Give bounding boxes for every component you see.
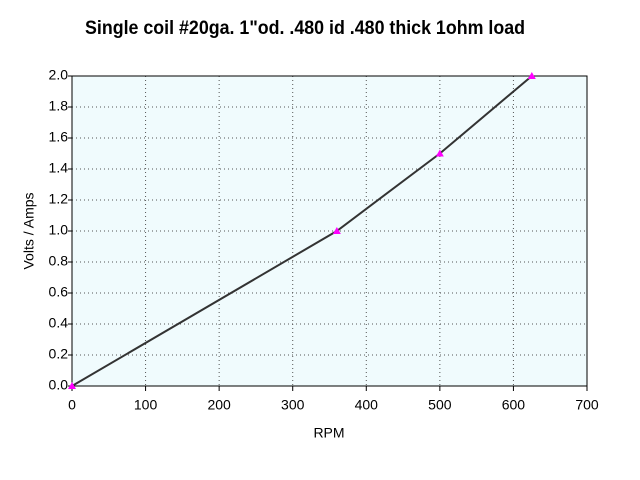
y-tick-label: 0.8 [49,253,69,269]
y-tick-label: 1.2 [49,191,69,207]
y-tick-label: 0.2 [49,346,69,362]
x-tick-label: 200 [207,397,231,413]
y-tick-label: 0.0 [49,377,69,393]
y-axis-label: Volts / Amps [21,192,37,269]
x-tick-label: 600 [502,397,526,413]
y-tick-label: 1.0 [49,222,69,238]
chart-title: Single coil #20ga. 1"od. .480 id .480 th… [85,18,525,39]
x-tick-label: 400 [355,397,379,413]
data-marker [332,227,341,234]
data-marker [527,72,536,79]
y-tick-label: 0.6 [49,284,69,300]
data-marker [435,149,444,157]
y-tick-label: 1.8 [49,98,69,114]
y-tick-label: 0.4 [49,315,69,331]
plot-area [72,76,587,386]
x-tick-label: 0 [68,397,76,413]
x-tick-label: 300 [281,397,305,413]
y-tick-label: 1.6 [49,129,69,145]
x-axis-label: RPM [313,425,344,441]
x-tick-label: 500 [428,397,452,413]
data-line [71,75,533,387]
plot-frame [71,75,588,387]
y-tick-label: 1.4 [49,160,69,176]
data-marker [68,382,76,389]
x-tick-label: 700 [575,397,599,413]
x-tick-label: 100 [134,397,158,413]
y-tick-label: 2.0 [49,67,69,83]
